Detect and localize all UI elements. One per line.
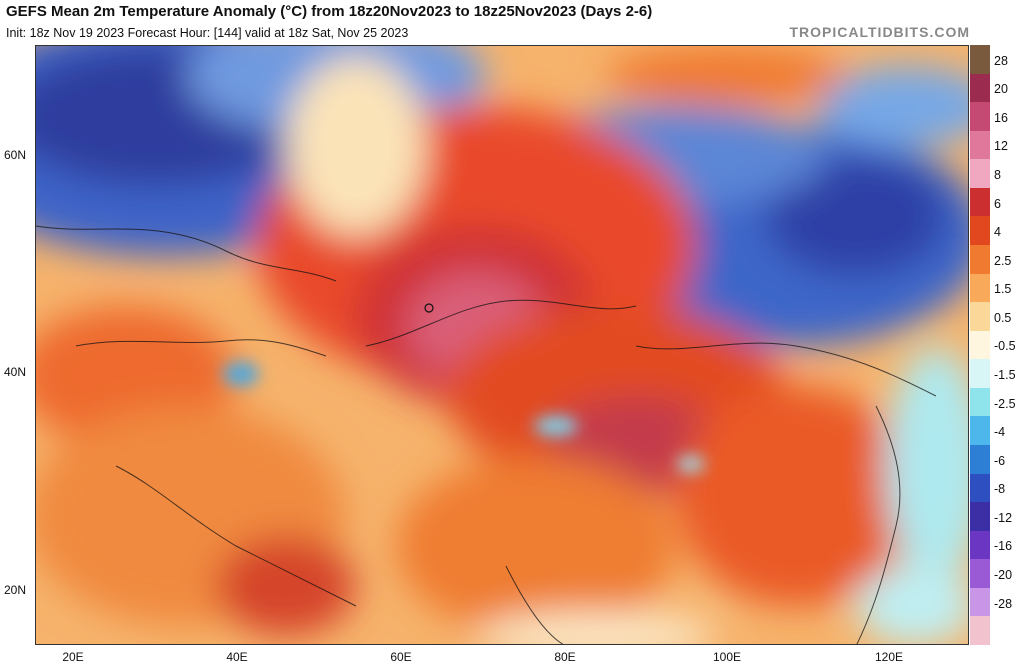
colorbar-label: -4	[994, 425, 1006, 440]
lon-label-40e: 40E	[226, 650, 248, 664]
colorbar-swatch	[970, 473, 990, 503]
colorbar-label: -20	[994, 568, 1013, 582]
anomaly-field	[36, 46, 968, 644]
anomaly-map	[35, 45, 969, 645]
colorbar-swatch	[970, 559, 990, 589]
colorbar-swatch	[970, 245, 990, 275]
colorbar-swatch	[970, 502, 990, 532]
colorbar-swatch	[970, 159, 990, 189]
colorbar-label: 1.5	[994, 282, 1012, 297]
colorbar-label: -6	[994, 453, 1006, 468]
colorbar-swatch	[970, 73, 990, 103]
lat-label-40n: 40N	[4, 365, 27, 379]
colorbar-label: 16	[994, 110, 1008, 125]
map-title: GEFS Mean 2m Temperature Anomaly (°C) fr…	[6, 3, 653, 20]
colorbar-swatch	[970, 216, 990, 246]
colorbar-swatch	[970, 359, 990, 389]
colorbar-swatch	[970, 130, 990, 160]
colorbar-swatch	[970, 445, 990, 475]
colorbar-label: -12	[994, 510, 1013, 525]
colorbar-label: 12	[994, 139, 1008, 154]
colorbar-swatch	[970, 587, 990, 617]
colorbar-swatch	[970, 387, 990, 417]
lat-label-60n: 60N	[4, 148, 27, 162]
map-subtitle: Init: 18z Nov 19 2023 Forecast Hour: [14…	[6, 26, 409, 40]
colorbar-label: 8	[994, 168, 1001, 182]
lat-label-20n: 20N	[4, 583, 27, 597]
colorbar	[970, 45, 990, 646]
colorbar-swatch	[970, 273, 990, 303]
lon-label-100e: 100E	[712, 650, 742, 664]
colorbar-label: 6	[994, 196, 1001, 211]
colorbar-label: 28	[994, 53, 1008, 68]
lon-label-120e: 120E	[874, 650, 904, 664]
lon-label-20e: 20E	[62, 650, 84, 664]
brand-watermark: TROPICALTIDBITS.COM	[789, 24, 970, 40]
colorbar-label: -1.5	[994, 368, 1016, 382]
colorbar-label: 20	[994, 82, 1008, 97]
colorbar-label: -16	[994, 539, 1013, 554]
colorbar-swatch	[970, 302, 990, 332]
lon-label-60e: 60E	[390, 650, 412, 664]
colorbar-swatch	[970, 187, 990, 217]
colorbar-swatch	[970, 330, 990, 360]
colorbar-swatch	[970, 416, 990, 446]
colorbar-label: 2.5	[994, 253, 1012, 268]
colorbar-swatch	[970, 616, 990, 646]
colorbar-label: -28	[994, 596, 1013, 611]
colorbar-label: -2.5	[994, 396, 1016, 411]
lon-label-80e: 80E	[554, 650, 576, 664]
colorbar-swatch	[970, 45, 990, 75]
colorbar-label: 0.5	[994, 310, 1012, 325]
colorbar-label: -0.5	[994, 339, 1016, 354]
colorbar-swatch	[970, 102, 990, 132]
colorbar-swatch	[970, 530, 990, 560]
colorbar-label: 4	[994, 225, 1001, 240]
colorbar-label: -8	[994, 482, 1006, 497]
